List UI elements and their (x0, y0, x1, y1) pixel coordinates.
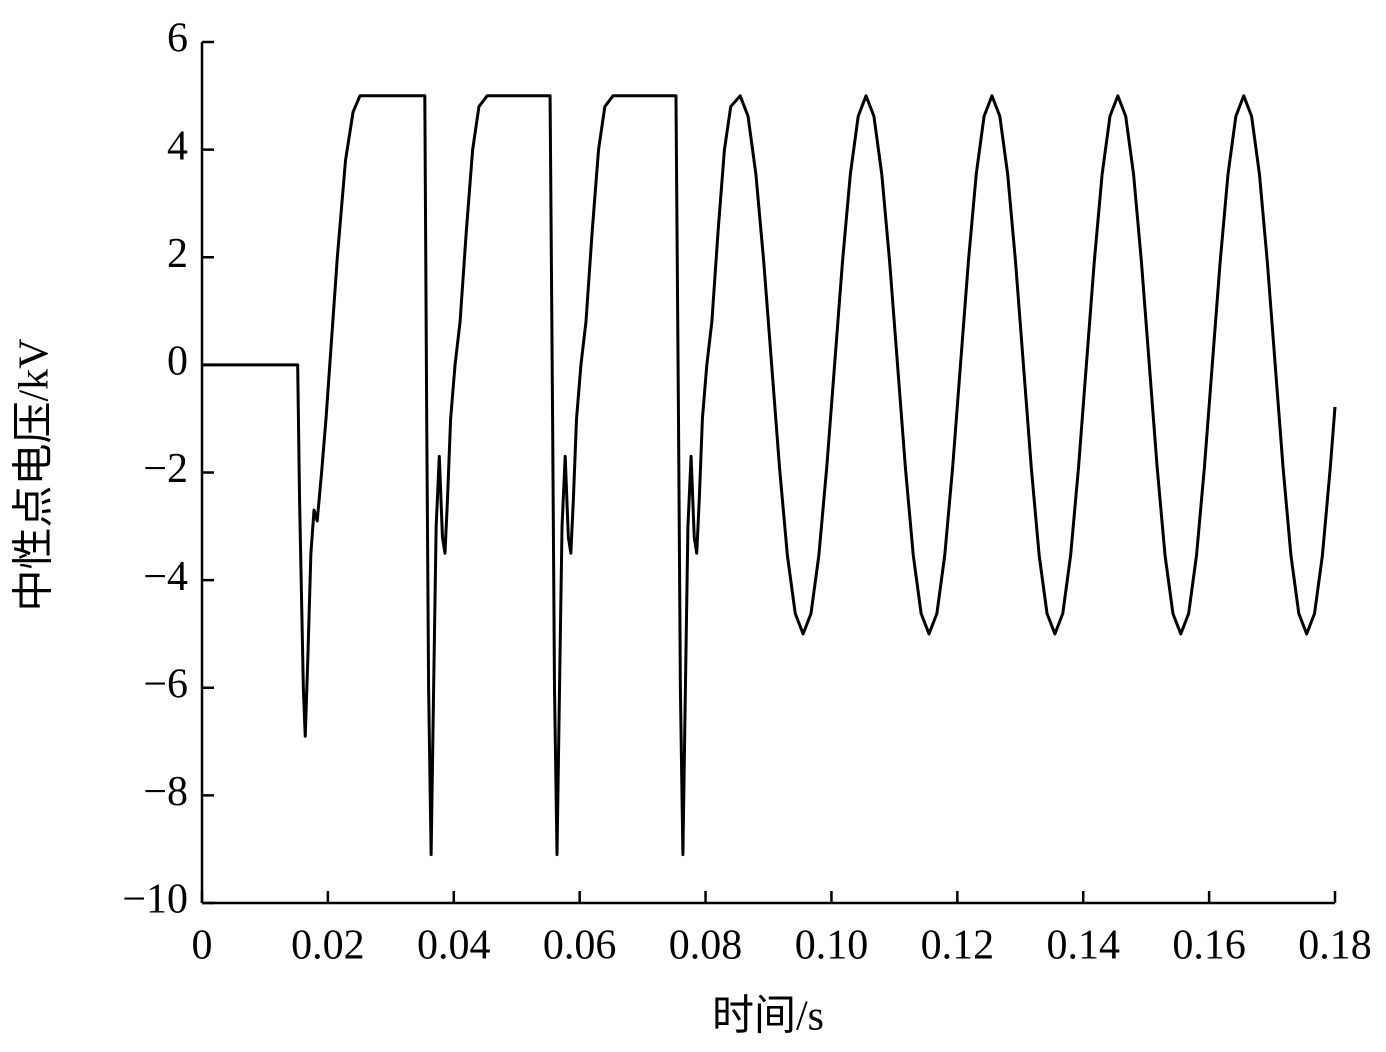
x-tick-label: 0.12 (921, 923, 995, 969)
y-tick-label: −10 (122, 877, 188, 923)
x-tick-label: 0.06 (543, 923, 617, 969)
x-axis-title: 时间/s (712, 994, 824, 1040)
y-tick-label: 6 (167, 16, 188, 62)
y-tick-label: 0 (167, 339, 188, 385)
x-tick-label: 0.10 (795, 923, 869, 969)
x-tick-label: 0.08 (669, 923, 743, 969)
x-tick-label: 0.02 (291, 923, 365, 969)
y-tick-label: −2 (143, 446, 188, 492)
x-tick-label: 0.14 (1046, 923, 1120, 969)
y-tick-label: −6 (143, 661, 188, 707)
y-tick-label: −8 (143, 769, 188, 815)
y-tick-label: −4 (143, 554, 188, 600)
x-tick-label: 0.04 (417, 923, 491, 969)
y-axis-title: 中性点电压/kV (12, 338, 58, 611)
x-tick-label: 0.16 (1172, 923, 1246, 969)
y-tick-label: 2 (167, 231, 188, 277)
y-tick-label: 4 (167, 123, 188, 169)
x-tick-label: 0 (192, 923, 213, 969)
x-tick-label: 0.18 (1298, 923, 1372, 969)
data-line (202, 94, 1337, 857)
